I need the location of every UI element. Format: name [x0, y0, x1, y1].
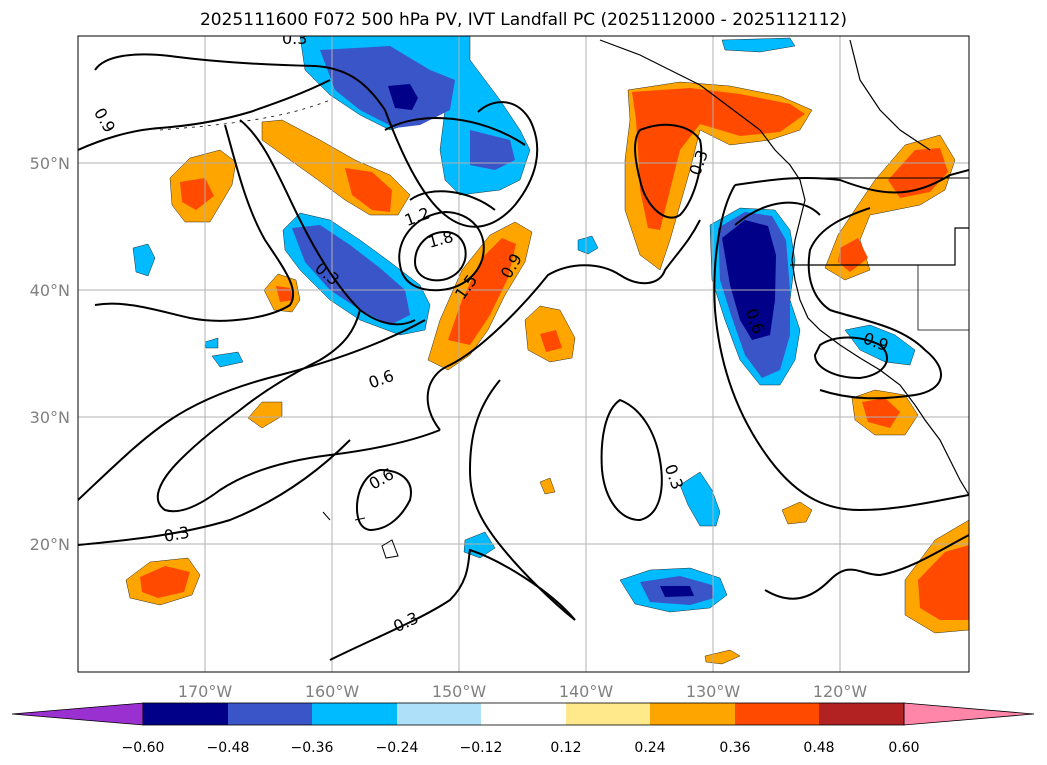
colorbar-segment — [312, 703, 397, 725]
colorbar-extend-min — [11, 702, 144, 726]
colorbar-tick-label: 0.36 — [719, 740, 750, 756]
latitude-labels: 50°N 40°N 30°N 20°N — [30, 154, 70, 554]
lon-label-140w: 140°W — [559, 682, 614, 701]
colorbar-extend-max — [903, 702, 1035, 726]
lat-label-50n: 50°N — [30, 154, 70, 173]
lon-label-160w: 160°W — [305, 682, 360, 701]
map-frame — [77, 35, 970, 673]
lon-label-150w: 150°W — [432, 682, 487, 701]
lat-label-40n: 40°N — [30, 281, 70, 300]
positive-anomaly-shading — [125, 81, 969, 665]
colorbar-segment — [143, 703, 228, 725]
colorbar-segment — [397, 703, 481, 725]
lat-label-20n: 20°N — [30, 535, 70, 554]
gridlines — [78, 36, 969, 672]
colorbar-tick-label: 0.24 — [634, 740, 665, 756]
lon-label-120w: 120°W — [813, 682, 868, 701]
colorbar-tick-label: −0.60 — [122, 740, 165, 756]
colorbar-tick-label: −0.24 — [376, 740, 419, 756]
contour-label: 0.3 — [162, 523, 190, 546]
colorbar-tick-label: −0.48 — [207, 740, 250, 756]
contour-label: 0.3 — [282, 29, 307, 48]
colorbar-tick-label: −0.36 — [291, 740, 334, 756]
coastlines — [159, 39, 969, 559]
colorbar-ticks: −0.60 −0.48 −0.36 −0.24 −0.12 0.12 0.24 … — [122, 740, 920, 756]
colorbar-segment — [228, 703, 312, 725]
lon-label-170w: 170°W — [178, 682, 233, 701]
pv-contours — [78, 53, 969, 661]
colorbar-tick-label: −0.12 — [460, 740, 503, 756]
colorbar: −0.60 −0.48 −0.36 −0.24 −0.12 0.12 0.24 … — [11, 702, 1035, 756]
colorbar-tick-label: 0.12 — [550, 740, 581, 756]
plot-title: 2025111600 F072 500 hPa PV, IVT Landfall… — [199, 10, 847, 30]
negative-anomaly-shading — [132, 36, 916, 613]
longitude-labels: 170°W 160°W 150°W 140°W 130°W 120°W — [178, 682, 868, 701]
colorbar-segment — [481, 703, 566, 725]
colorbar-tick-label: 0.48 — [803, 740, 834, 756]
colorbar-segment — [819, 703, 904, 725]
colorbar-segment — [650, 703, 735, 725]
colorbar-segment — [566, 703, 650, 725]
lon-label-130w: 130°W — [686, 682, 741, 701]
lat-label-30n: 30°N — [30, 408, 70, 427]
colorbar-segment — [735, 703, 819, 725]
colorbar-tick-label: 0.60 — [888, 740, 919, 756]
